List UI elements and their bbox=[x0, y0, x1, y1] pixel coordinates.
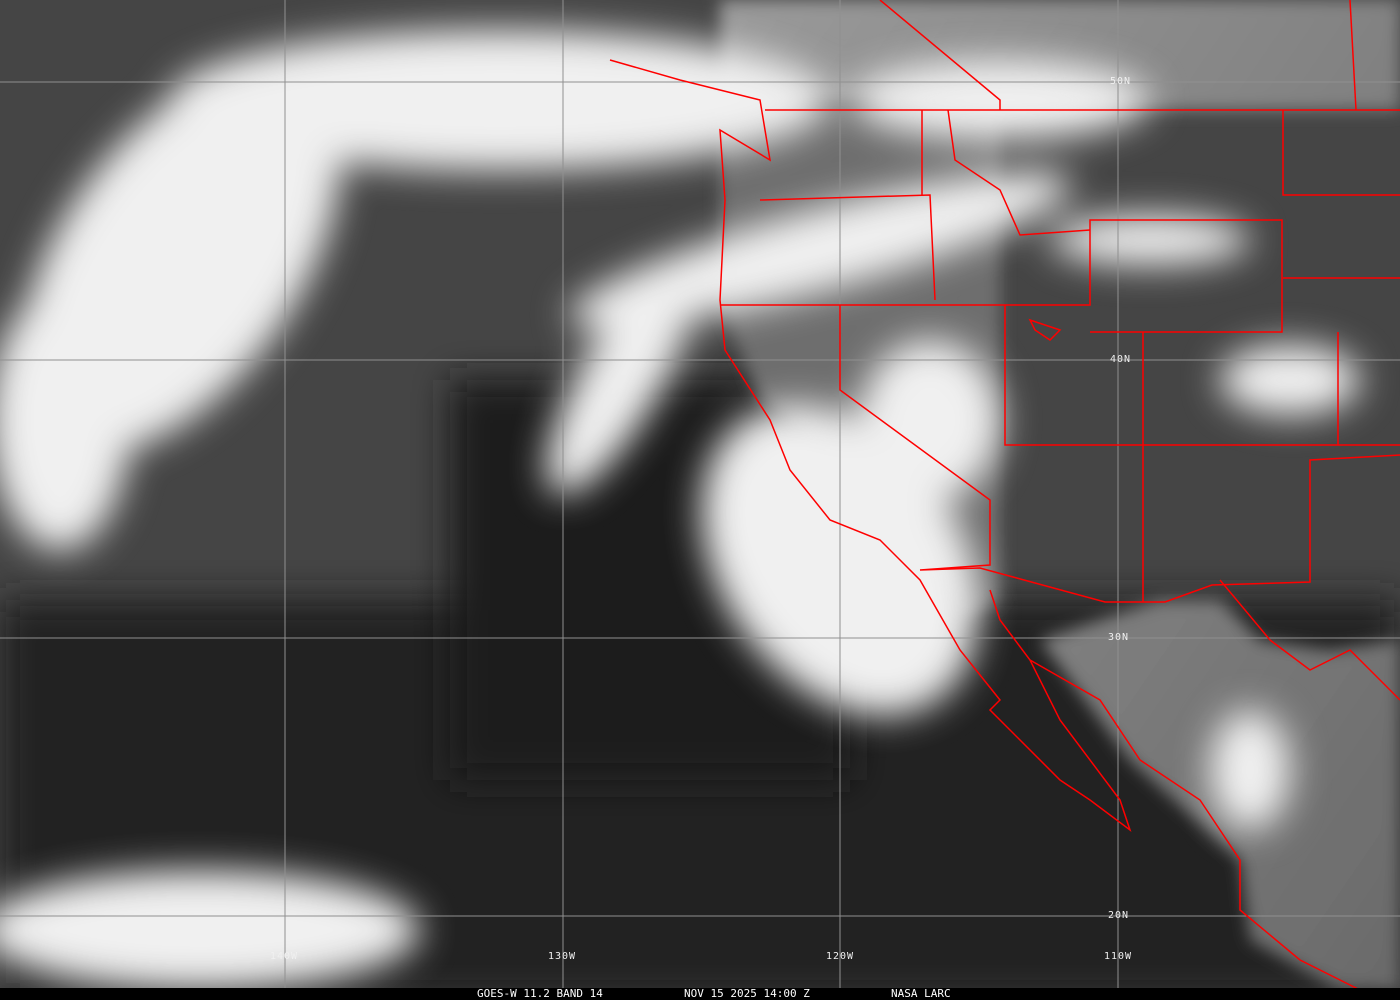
lon-label-110w: 110W bbox=[1104, 951, 1133, 962]
lon-label-140w: 140W bbox=[270, 951, 299, 962]
lon-label-120w: 120W bbox=[826, 951, 855, 962]
lat-label-50n: 50N bbox=[1110, 76, 1132, 87]
caption-bar: GOES-W 11.2 BAND 14 NOV 15 2025 14:00 Z … bbox=[0, 988, 1400, 1000]
political-borders bbox=[609, 0, 1400, 991]
lat-label-30n: 30N bbox=[1108, 632, 1130, 643]
caption-timestamp: NOV 15 2025 14:00 Z bbox=[684, 987, 810, 1000]
caption-source: NASA LARC bbox=[891, 987, 951, 1000]
lat-label-20n: 20N bbox=[1108, 910, 1130, 921]
caption-title: GOES-W 11.2 BAND 14 bbox=[477, 987, 603, 1000]
lon-label-130w: 130W bbox=[548, 951, 577, 962]
lat-label-40n: 40N bbox=[1110, 354, 1132, 365]
